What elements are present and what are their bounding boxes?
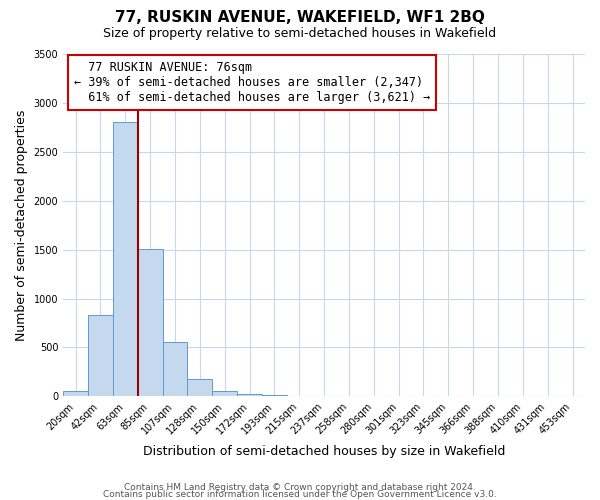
Bar xyxy=(113,122,138,396)
Y-axis label: Number of semi-detached properties: Number of semi-detached properties xyxy=(15,110,28,341)
Bar xyxy=(187,380,212,396)
Bar xyxy=(163,342,187,396)
Text: Contains public sector information licensed under the Open Government Licence v3: Contains public sector information licen… xyxy=(103,490,497,499)
Bar xyxy=(237,394,262,396)
Text: 77 RUSKIN AVENUE: 76sqm
← 39% of semi-detached houses are smaller (2,347)
  61% : 77 RUSKIN AVENUE: 76sqm ← 39% of semi-de… xyxy=(74,61,430,104)
Text: 77, RUSKIN AVENUE, WAKEFIELD, WF1 2BQ: 77, RUSKIN AVENUE, WAKEFIELD, WF1 2BQ xyxy=(115,10,485,25)
Text: Size of property relative to semi-detached houses in Wakefield: Size of property relative to semi-detach… xyxy=(103,28,497,40)
Bar xyxy=(88,315,113,396)
X-axis label: Distribution of semi-detached houses by size in Wakefield: Distribution of semi-detached houses by … xyxy=(143,444,505,458)
Bar xyxy=(63,390,88,396)
Text: Contains HM Land Registry data © Crown copyright and database right 2024.: Contains HM Land Registry data © Crown c… xyxy=(124,484,476,492)
Bar xyxy=(212,391,237,396)
Bar xyxy=(138,248,163,396)
